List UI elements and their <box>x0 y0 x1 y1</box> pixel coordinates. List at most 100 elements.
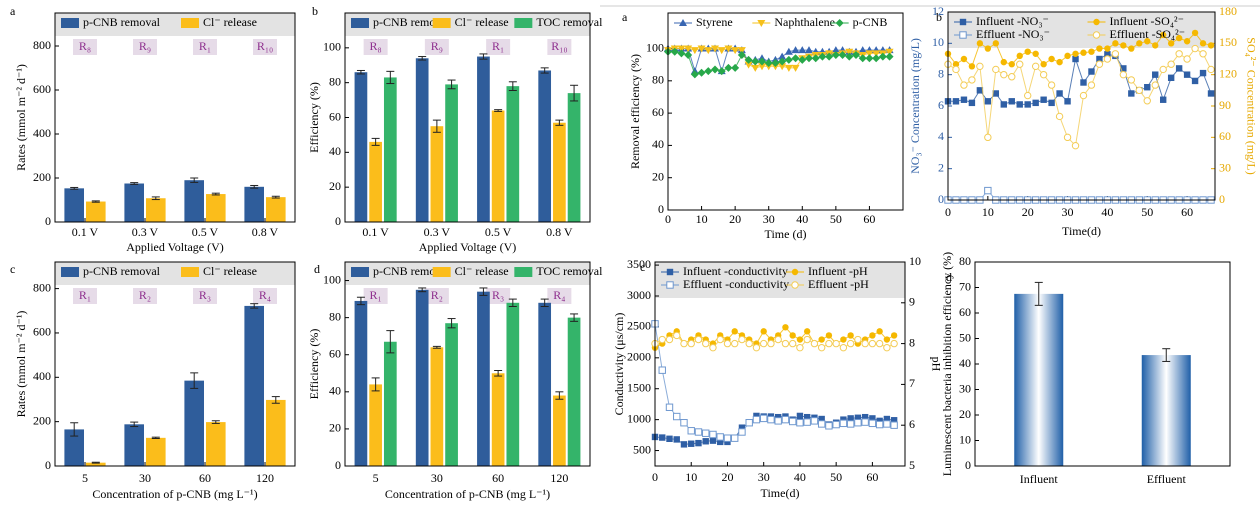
y-tick-label: 0 <box>45 214 51 228</box>
marker <box>1024 101 1031 108</box>
x-axis-label: Time(d) <box>761 486 800 500</box>
marker <box>679 19 687 26</box>
marker <box>658 335 666 344</box>
marker <box>890 421 898 429</box>
marker <box>984 45 992 52</box>
bar <box>124 183 144 222</box>
x-tick-label: 0.8 V <box>252 225 279 239</box>
y-tick-label: 20 <box>959 407 971 421</box>
marker <box>992 65 1000 74</box>
error-bar <box>540 67 549 74</box>
marker <box>1152 71 1159 78</box>
marker <box>1024 48 1031 55</box>
marker <box>717 438 724 446</box>
marker <box>818 415 825 423</box>
note-box <box>253 288 277 304</box>
marker <box>764 59 773 68</box>
category-note: R₁₀ <box>257 39 273 53</box>
bar <box>244 186 264 222</box>
y2-tick-label: 0 <box>1219 192 1225 206</box>
y-axis-label: Rates (mmol m⁻² d⁻¹) <box>14 64 28 171</box>
error-bar <box>190 177 199 183</box>
marker <box>976 40 984 47</box>
error-bar <box>432 345 441 349</box>
y2-tick-label: 8 <box>909 335 915 349</box>
marker <box>744 61 753 69</box>
x-tick-label: 0.5 V <box>192 225 219 239</box>
marker <box>767 339 775 348</box>
y-tick-label: 1000 <box>627 411 651 425</box>
y-tick-label: 1500 <box>627 380 651 394</box>
marker <box>796 343 804 352</box>
x-tick-label: 60 <box>199 471 211 485</box>
marker <box>1136 40 1143 47</box>
bar <box>445 84 458 223</box>
marker <box>817 343 826 352</box>
category-note: R₁ <box>79 288 91 302</box>
legend-label: TOC removal <box>536 15 603 29</box>
marker <box>1135 86 1143 95</box>
marker <box>1159 65 1167 74</box>
y2-tick-label: 10 <box>909 254 921 268</box>
marker <box>1096 45 1103 52</box>
bar <box>64 429 84 466</box>
category-note: R₉ <box>431 39 443 53</box>
legend-label: Influent -NO₃⁻ <box>976 14 1049 28</box>
marker <box>1207 90 1215 97</box>
error-bar <box>447 79 456 90</box>
marker <box>1175 65 1183 72</box>
marker <box>784 64 793 72</box>
marker <box>791 54 800 63</box>
legend-label: Cl⁻ release <box>455 264 509 278</box>
marker <box>825 52 834 61</box>
error-bar <box>479 287 488 296</box>
note-box <box>363 288 388 304</box>
legend-swatch <box>514 267 533 277</box>
marker <box>831 46 840 54</box>
marker <box>666 281 674 289</box>
marker <box>1000 58 1007 66</box>
series-line <box>668 48 890 73</box>
marker <box>774 417 782 425</box>
marker <box>1199 69 1207 77</box>
marker <box>1128 90 1135 97</box>
y-axis-label: NO₃⁻ Concentration (mg/L) <box>908 38 922 174</box>
error-bar <box>555 391 564 400</box>
marker <box>1183 71 1191 78</box>
error-bar <box>540 298 549 308</box>
marker <box>803 418 811 426</box>
marker <box>697 45 706 53</box>
bar <box>86 201 106 222</box>
marker <box>838 50 847 59</box>
marker <box>1056 58 1063 66</box>
marker <box>960 96 968 103</box>
bar <box>445 323 458 466</box>
marker <box>1151 81 1159 89</box>
marker <box>1055 112 1064 121</box>
x-tick-label: 40 <box>796 212 808 226</box>
legend-swatch <box>351 267 369 277</box>
marker <box>751 64 760 72</box>
plot-frame <box>344 12 591 223</box>
marker <box>717 67 726 76</box>
marker <box>673 436 680 443</box>
y-tick-label: 20 <box>329 179 341 193</box>
y2-tick-label: 9 <box>909 295 915 309</box>
y-tick-label: 600 <box>33 325 51 339</box>
marker <box>774 413 782 421</box>
marker <box>959 18 967 26</box>
bar <box>567 317 581 466</box>
x-tick-label: 0 <box>665 212 671 226</box>
bar <box>86 462 106 466</box>
marker <box>968 99 976 107</box>
marker <box>745 339 753 348</box>
marker <box>687 427 695 435</box>
error-bar <box>151 436 160 440</box>
error-bar <box>371 377 380 392</box>
y-axis-label: Rates (mmol m⁻² d⁻¹) <box>14 311 28 418</box>
x-tick-label: 30 <box>1062 205 1074 219</box>
x-tick-label: 60 <box>866 470 878 484</box>
marker <box>890 332 898 339</box>
marker <box>875 420 884 429</box>
error-bar <box>386 70 395 85</box>
